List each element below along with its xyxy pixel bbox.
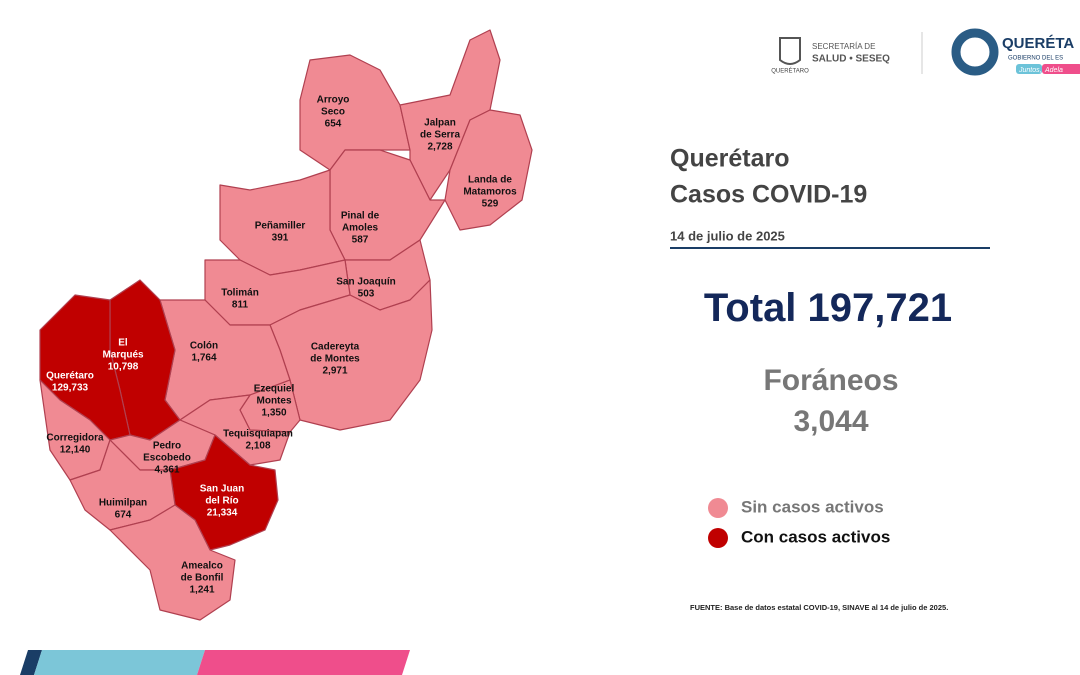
municipality-name: Landa de	[468, 175, 512, 186]
municipality-cases: 2,728	[427, 142, 452, 153]
municipality-name: de Bonfil	[181, 573, 224, 584]
municipality-name: El	[118, 338, 128, 349]
municipality-name: Marqués	[102, 350, 144, 361]
municipality-name: de Montes	[310, 354, 360, 365]
municipality	[109, 504, 236, 621]
brand: QUERÉTA	[1002, 35, 1074, 52]
municipality-cases: 4,361	[154, 465, 179, 476]
stripe	[34, 650, 205, 675]
legend: Sin casos activos Con casos activos	[708, 497, 890, 548]
municipality-cases: 1,350	[261, 408, 286, 419]
pill	[1042, 64, 1080, 74]
municipality-cases: 654	[325, 119, 342, 130]
municipality-name: de Serra	[420, 130, 460, 141]
title: Querétaro	[670, 145, 789, 173]
municipality-name: Amoles	[342, 223, 379, 234]
municipality-name: Jalpan	[424, 118, 456, 129]
foreign-label: Foráneos	[763, 364, 898, 397]
municipality	[444, 109, 533, 231]
crest-text: QUERÉTARO	[771, 68, 809, 75]
municipality-cases: 21,334	[207, 508, 238, 519]
agency-logo: QUERÉTARO SECRETARÍA DE SALUD • SESEQ	[771, 32, 923, 75]
municipality-name: del Río	[205, 496, 238, 507]
municipality-cases: 2,971	[322, 366, 347, 377]
municipality-name: Querétaro	[46, 371, 94, 382]
legend-swatch	[708, 528, 728, 548]
map	[39, 29, 533, 621]
municipality-cases: 10,798	[108, 362, 139, 373]
agency-line: SALUD • SESEQ	[812, 54, 890, 65]
municipality-name: Corregidora	[46, 433, 104, 444]
title: Casos COVID-19	[670, 181, 867, 209]
municipality-cases: 391	[272, 233, 289, 244]
total-label: Total	[704, 286, 797, 330]
stripe	[20, 650, 42, 675]
municipality-cases: 129,733	[52, 383, 89, 394]
municipality-name: Montes	[257, 396, 292, 407]
municipality-name: Arroyo	[317, 95, 350, 106]
municipality-name: Pedro	[153, 441, 181, 452]
municipality-cases: 811	[232, 300, 249, 311]
source: FUENTE: Base de datos estatal COVID-19, …	[690, 603, 948, 612]
municipality-name: Amealco	[181, 561, 223, 572]
legend-label: Con casos activos	[741, 527, 890, 546]
municipality-name: Seco	[321, 107, 345, 118]
pill	[1016, 64, 1042, 74]
crest-icon	[779, 37, 801, 65]
municipality-name: Matamoros	[463, 187, 517, 198]
legend-label: Sin casos activos	[741, 497, 884, 516]
municipality-cases: 1,241	[189, 585, 214, 596]
municipality	[69, 439, 176, 531]
total: Total 197,721	[704, 286, 952, 330]
municipality-name: Escobedo	[143, 453, 191, 464]
municipality-cases: 587	[352, 235, 369, 246]
tagline: Juntos,	[1018, 67, 1042, 74]
municipality-name: Tolimán	[221, 288, 259, 299]
municipality-name: Colón	[190, 341, 218, 352]
municipality-cases: 2,108	[245, 441, 270, 452]
tagline: Adela	[1044, 67, 1063, 74]
municipality-name: Pinal de	[341, 211, 380, 222]
municipality-name: Tequisquiapan	[223, 429, 293, 440]
total-value: 197,721	[808, 286, 953, 330]
municipality-cases: 529	[482, 199, 499, 210]
municipality-cases: 503	[358, 289, 375, 300]
municipality-cases: 12,140	[60, 445, 91, 456]
legend-swatch	[708, 498, 728, 518]
municipality-name: San Juan	[200, 484, 244, 495]
stripe	[197, 650, 410, 675]
brand-sub: GOBIERNO DEL ES	[1008, 56, 1063, 62]
agency-line: SECRETARÍA DE	[812, 42, 875, 51]
brand-icon	[951, 28, 999, 76]
brand-logo: QUERÉTA GOBIERNO DEL ES Juntos, Adela	[951, 28, 1080, 76]
municipality-name: Ezequiel	[254, 384, 295, 395]
municipality-cases: 674	[115, 510, 132, 521]
date: 14 de julio de 2025	[670, 228, 785, 243]
municipality-name: San Joaquín	[336, 277, 395, 288]
municipality-cases: 1,764	[191, 353, 216, 364]
foreign-value: 3,044	[793, 405, 868, 438]
municipality-name: Cadereyta	[311, 342, 360, 353]
municipality-name: Huimilpan	[99, 498, 147, 509]
municipality-name: Peñamiller	[255, 221, 306, 232]
